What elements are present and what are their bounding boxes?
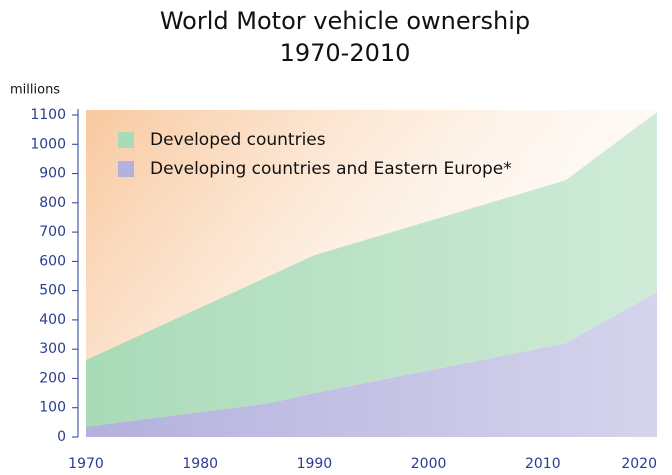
y-tick-label: 900 bbox=[39, 166, 66, 182]
y-tick-label: 100 bbox=[39, 400, 66, 416]
y-tick-label: 0 bbox=[57, 429, 66, 445]
x-tick-label: 2020 bbox=[621, 456, 657, 472]
x-tick-label: 1990 bbox=[297, 456, 333, 472]
y-axis-label: millions bbox=[10, 83, 60, 98]
y-tick-label: 200 bbox=[39, 370, 66, 386]
x-tick-label: 2010 bbox=[525, 456, 561, 472]
x-tick-label: 1970 bbox=[68, 456, 104, 472]
y-tick-label: 1100 bbox=[30, 107, 66, 123]
legend-swatch bbox=[118, 132, 134, 148]
y-tick-label: 700 bbox=[39, 224, 66, 240]
chart-title: 1970-2010 bbox=[280, 39, 411, 67]
chart-title: World Motor vehicle ownership bbox=[160, 7, 530, 35]
y-tick-label: 300 bbox=[39, 341, 66, 357]
x-tick-label: 1980 bbox=[182, 456, 218, 472]
y-tick-label: 600 bbox=[39, 253, 66, 269]
x-tick-label: 2000 bbox=[411, 456, 447, 472]
y-tick-label: 400 bbox=[39, 312, 66, 328]
y-tick-label: 800 bbox=[39, 195, 66, 211]
y-tick-label: 1000 bbox=[30, 136, 66, 152]
legend-swatch bbox=[118, 161, 134, 177]
legend-label: Developing countries and Eastern Europe* bbox=[150, 159, 512, 179]
sheen bbox=[86, 110, 657, 437]
legend-label: Developed countries bbox=[150, 130, 326, 150]
y-tick-label: 500 bbox=[39, 283, 66, 299]
